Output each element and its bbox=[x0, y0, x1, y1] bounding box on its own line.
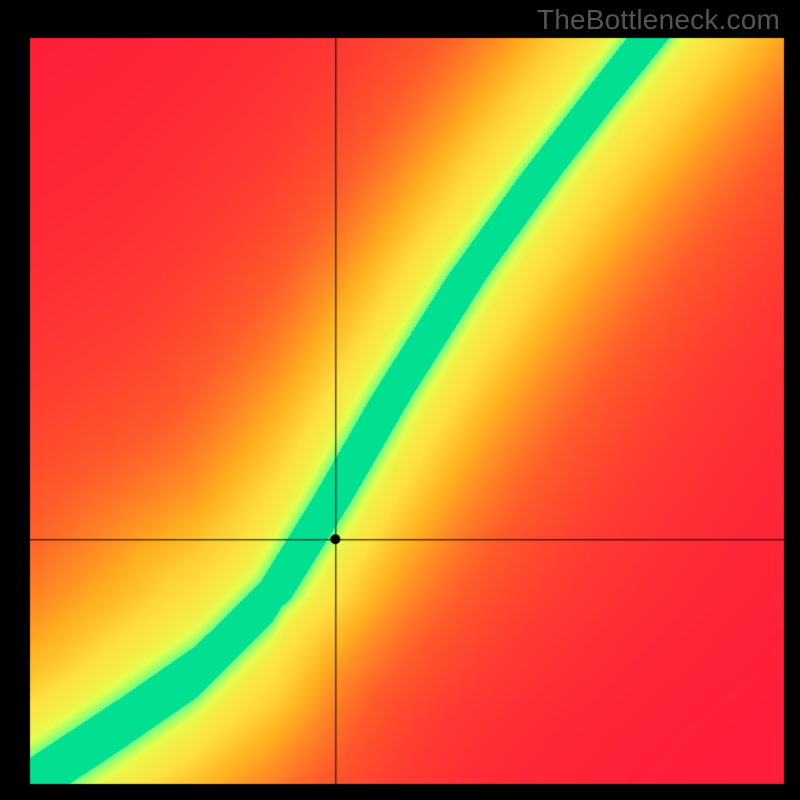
heatmap-canvas bbox=[0, 0, 800, 800]
chart-container: TheBottleneck.com bbox=[0, 0, 800, 800]
watermark-text: TheBottleneck.com bbox=[537, 4, 780, 36]
